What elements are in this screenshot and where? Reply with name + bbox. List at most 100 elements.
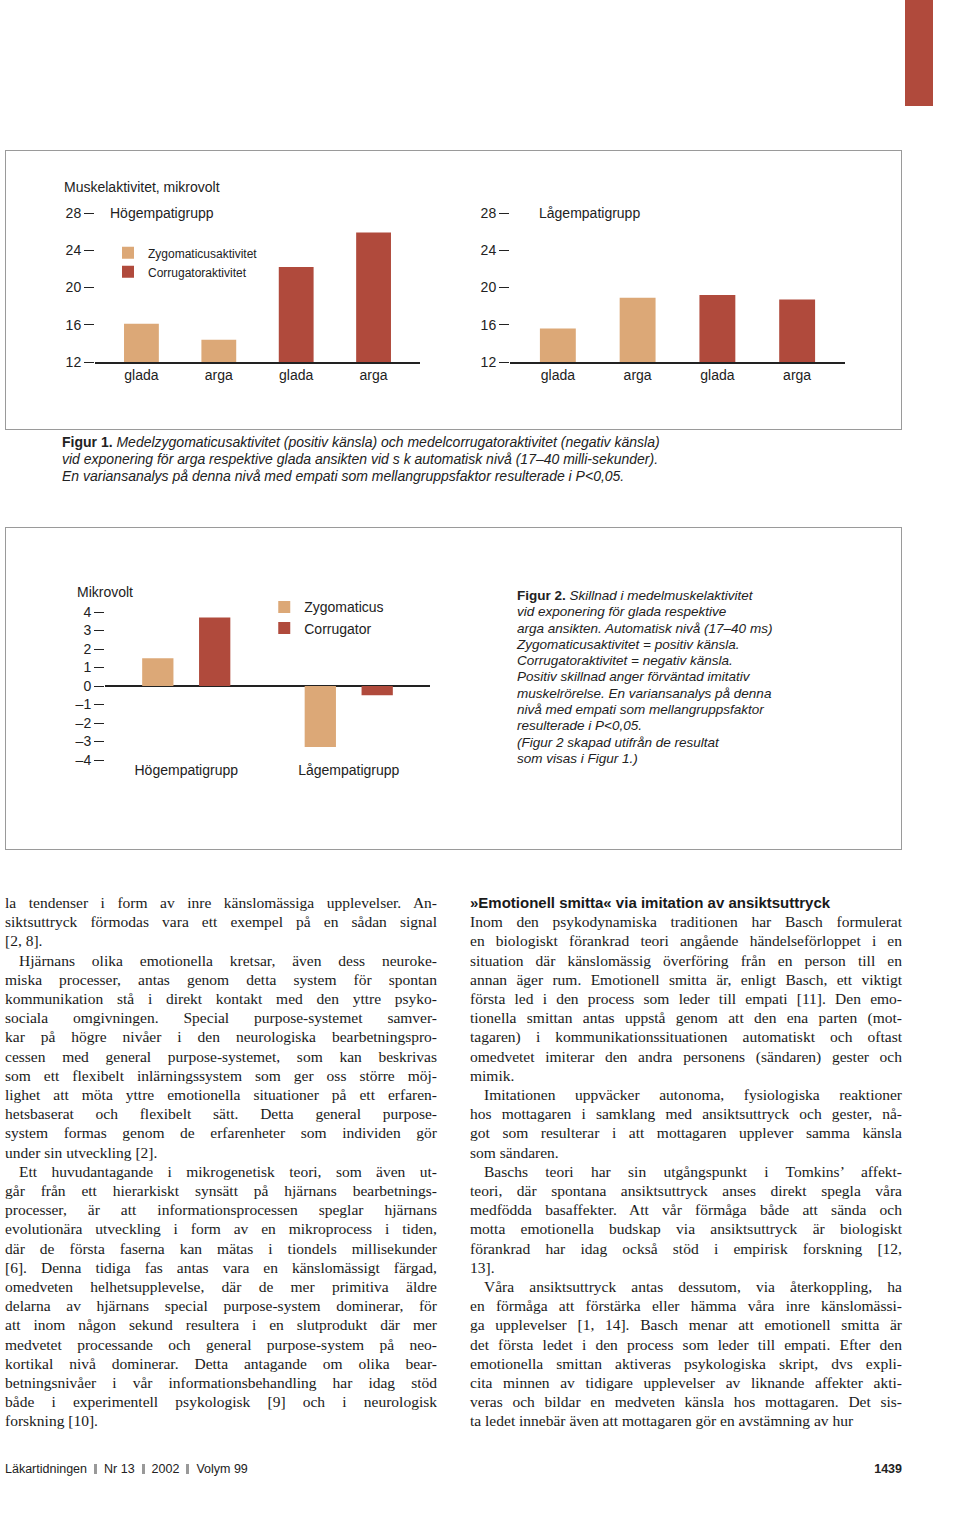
html-text:medvetet processande och gener: medvetet processande och general purpose… [5,1335,437,1353]
html-text:teori, där spontana ansiktsutt: teori, där spontana ansiktsuttryck anses… [470,1182,902,1199]
html-text:veras och bildar en medveten k: veras och bildar en medveten känsla hos … [470,1393,902,1411]
html-text:miska processer, antas genom d: miska processer, antas genom detta syste… [5,970,437,988]
html-text:både i experimentell psykologi: både i experimentell psykologisk [9] och… [5,1393,437,1411]
html-text:omedvetet imiterar den andra p: omedvetet imiterar den andra personens (… [470,1047,902,1065]
html-text:Corrugatoraktivitet = negativ: Corrugatoraktivitet = negativ känsla. [517,653,733,669]
svg-text:0: 0 [83,678,91,694]
svg-text:12: 12 [66,354,82,370]
html-text:som sändaren.: som sändaren. [470,1143,559,1161]
svg-text:24: 24 [481,242,497,258]
html-text:siktsuttryck förmodas vara ett: siktsuttryck förmodas vara ett exempel p… [5,913,437,931]
html-text:[2, 8].: [2, 8]. [5,932,43,950]
svg-text:28: 28 [481,205,497,221]
svg-text:1: 1 [83,659,91,675]
html-text:Baschs teori har sin utgångspu: Baschs teori har sin utgångspunkt i Tomk… [484,1162,902,1180]
html-text:emotionella smittan aktiveras: emotionella smittan aktiveras psykologis… [470,1354,902,1372]
html-text:Zygomaticusaktivitet = positiv: Zygomaticusaktivitet = positiv känsla. [517,636,740,652]
html-text:vid exponering för arga respek: vid exponering för arga respektive glada… [62,451,659,467]
svg-text:16: 16 [66,317,82,333]
html-text:medfödda basaffekter. Att vår: medfödda basaffekter. Att vår förmåga bå… [470,1201,902,1219]
html-text:evolutionära utveckling i form: evolutionära utveckling i form av en mik… [5,1220,437,1238]
html-text:under sin utveckling [2].: under sin utveckling [2]. [5,1143,158,1161]
html-text:lighet att möta yttre emotione: lighet att möta yttre emotionella situat… [5,1086,437,1103]
html-text:arga ansikten. Automatisk nivå: arga ansikten. Automatisk nivå (17–40 ms… [517,620,773,636]
html-text:det första ledet i den process: det första ledet i den process som leder… [470,1335,902,1353]
html-text:la tendenser i form av inre kä: la tendenser i form av inre känslomässig… [5,894,437,911]
html-text:mimik.: mimik. [470,1066,515,1084]
svg-text:20: 20 [481,279,497,295]
svg-text:Zygomaticus: Zygomaticus [304,599,383,615]
html-text:omedveten helhetsupplevelse, d: omedveten helhetsupplevelse, där de mer … [5,1278,437,1296]
svg-text:2: 2 [83,641,91,657]
svg-text:Corrugatoraktivitet: Corrugatoraktivitet [148,266,247,280]
svg-text:Högempatigrupp: Högempatigrupp [134,762,238,778]
html-text:forskning [10].: forskning [10]. [5,1412,98,1430]
svg-text:arga: arga [783,367,811,383]
svg-text:12: 12 [481,354,497,370]
svg-text:glada: glada [541,367,575,383]
html-text:som ett flexibelt inlärningssy: som ett flexibelt inlärningssystem som g… [5,1066,437,1084]
html-text:situation där känslomässig öve: situation där känslomässig överföring fr… [470,951,902,969]
html-text:delarna av hjärnans special pu: delarna av hjärnans special purpose-syst… [5,1297,437,1315]
html-text:cita minnen av tidigare upplev: cita minnen av tidigare upplevelser av l… [470,1374,902,1392]
html-text:en förmåga att förstärka eller: en förmåga att förstärka eller hämma vår… [470,1297,902,1315]
html-text:första led i den process som l: första led i den process som leder till … [470,990,902,1007]
svg-text:Muskelaktivitet, mikrovolt: Muskelaktivitet, mikrovolt [64,179,220,195]
svg-text:arga: arga [205,367,233,383]
svg-text:arga: arga [360,367,388,383]
html-text:kar på högre nivåer i den neur: kar på högre nivåer i den neurologiska b… [5,1028,437,1046]
svg-text:Mikrovolt: Mikrovolt [77,584,133,600]
html-text:hetsbaserat och flexibelt sätt: hetsbaserat och flexibelt sätt. Detta ge… [5,1105,437,1123]
html-text:förankrad har idag också stöd: förankrad har idag också stöd i empirisk… [470,1239,902,1257]
svg-text:Högempatigrupp: Högempatigrupp [110,205,214,221]
html-text:[6]. Denna tidiga fas antas va: [6]. Denna tidiga fas antas vara en käns… [5,1258,437,1276]
html-text:kortikal nivå dominerar. Detta: kortikal nivå dominerar. Detta antagande… [5,1354,437,1372]
html-text:motta emotionella budskap via: motta emotionella budskap via ansiktsutt… [470,1220,902,1238]
svg-text:Lågempatigrupp: Lågempatigrupp [298,762,399,778]
html-text:processer, är att informations: processer, är att informationsprocessen … [5,1201,437,1219]
html-text:system formas genom de erfaren: system formas genom de erfarenheter som … [5,1124,437,1142]
svg-text:–4: –4 [76,752,92,768]
svg-text:–1: –1 [76,696,92,712]
html-text:Våra ansiktsuttryck antas dess: Våra ansiktsuttryck antas dessutom, via … [484,1278,902,1296]
html-text:got som resulterar i att motta: got som resulterar i att mottagaren uppl… [470,1124,902,1142]
svg-text:3: 3 [83,622,91,638]
html-text:där de första faserna kan mäta: där de första faserna kan mätas i tionde… [5,1239,437,1257]
svg-text:Zygomaticusaktivitet: Zygomaticusaktivitet [148,247,257,261]
html-text:går från ett hierarkiskt synsä: går från ett hierarkiskt synsätt på hjär… [5,1182,437,1199]
html-text:tagaren) i kommunikationssitua: tagaren) i kommunikationssituationen aut… [470,1028,902,1046]
html-text:att inom någon sekund resulter: att inom någon sekund resultera i en slu… [5,1316,437,1334]
svg-text:16: 16 [481,317,497,333]
svg-text:–3: –3 [76,733,92,749]
html-text:hos mottagaren i samklang med: hos mottagaren i samklang med ansiktsutt… [470,1105,902,1123]
svg-text:24: 24 [66,242,82,258]
html-text:Inom den psykodynamiska tradit: Inom den psykodynamiska traditionen har … [470,913,902,931]
html-text:betningsnivåer i vår informati: betningsnivåer i vår informationsbehandl… [5,1374,437,1392]
svg-text:20: 20 [66,279,82,295]
html-text:en biologiskt förankrad teori: en biologiskt förankrad teori angående h… [470,932,902,950]
svg-text:28: 28 [66,205,82,221]
svg-text:Lågempatigrupp: Lågempatigrupp [539,205,640,221]
html-text:cessen med general purpose-sys: cessen med general purpose-systemet, som… [5,1047,437,1065]
html-text:annan äger rum. Emotionell smi: annan äger rum. Emotionell smitta är, en… [470,970,902,988]
svg-text:Corrugator: Corrugator [304,621,371,637]
html-text:ta ledet innebär även att mott: ta ledet innebär även att mottagaren gör… [470,1412,854,1430]
html-text:sociala omgivningen. Special p: sociala omgivningen. Special purpose-sys… [5,1009,437,1027]
svg-text:glada: glada [124,367,158,383]
svg-text:4: 4 [83,604,91,620]
svg-text:glada: glada [700,367,734,383]
html-text:Hjärnans olika emotionella kre: Hjärnans olika emotionella kretsar, även… [19,951,437,969]
html-text:En variansanalys på denna nivå: En variansanalys på denna nivå med empat… [62,468,625,484]
html-text:»Emotionell smitta« via imitat: »Emotionell smitta« via imitation av ans… [470,894,831,911]
svg-text:–2: –2 [76,715,92,731]
html-text:ga upplevelser [1, 14]. Basch: ga upplevelser [1, 14]. Basch menar att … [470,1316,902,1334]
svg-text:glada: glada [279,367,313,383]
html-text:vid exponering för glada respe: vid exponering för glada respektive [517,604,727,620]
html-text:tionella smittan antas uppstå: tionella smittan antas uppstå genom att … [470,1009,902,1027]
html-text:Imitationen uppväcker autonoma: Imitationen uppväcker autonoma, fysiolog… [484,1086,902,1103]
html-text:kommunikation stå i direkt kon: kommunikation stå i direkt kontakt med d… [5,990,437,1007]
html-text:Ett huvudantagande i mikrogene: Ett huvudantagande i mikrogenetisk teori… [19,1162,437,1180]
html-text:13].: 13]. [470,1258,495,1276]
html-text:Figur 1. Medelzygomaticusaktiv: Figur 1. Medelzygomaticusaktivitet (posi… [62,434,660,450]
svg-text:arga: arga [624,367,652,383]
